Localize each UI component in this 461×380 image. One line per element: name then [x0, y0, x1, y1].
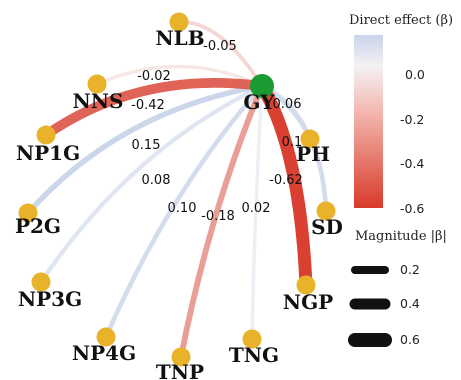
coef-label-np4g: 0.10 — [168, 201, 197, 216]
coef-label-tnp: -0.18 — [201, 209, 235, 224]
coef-label-ngp: -0.62 — [269, 173, 303, 188]
color-bar — [354, 35, 383, 208]
coef-label-p2g: 0.15 — [132, 138, 161, 153]
coef-label-ph: 0.06 — [273, 97, 302, 112]
edge-p2g-gy — [25, 83, 265, 216]
node-p2g — [18, 203, 38, 223]
coef-label-nlb: -0.05 — [203, 39, 237, 54]
node-tnp — [171, 347, 191, 367]
coef-label-np3g: 0.08 — [142, 173, 171, 188]
coef-label-tng: 0.02 — [242, 201, 271, 216]
node-labels: NLB NNS NP1G P2G NP3G NP4G TNP TNG NGP SD PH GY — [15, 26, 343, 380]
coef-label-np1g: -0.42 — [131, 98, 165, 113]
node-label-tng: TNG — [229, 343, 279, 367]
node-ngp — [296, 275, 316, 295]
edges-layer — [25, 20, 329, 360]
node-label-p2g: P2G — [15, 214, 61, 238]
node-label-sd: SD — [311, 215, 343, 239]
node-ph — [300, 129, 320, 149]
size-label-1: 0.4 — [400, 296, 420, 311]
edge-np1g-gy — [41, 77, 267, 140]
size-label-2: 0.6 — [400, 332, 420, 347]
node-np4g — [96, 327, 116, 347]
edge-tng-gy — [250, 84, 264, 341]
edge-np3g-gy — [38, 83, 265, 285]
nodes-layer — [18, 12, 336, 367]
size-label-0: 0.2 — [400, 262, 420, 277]
node-sd — [316, 201, 336, 221]
edge-np4g-gy — [103, 83, 265, 340]
color-tick-0: 0.0 — [405, 67, 425, 82]
node-tng — [242, 329, 262, 349]
node-label-ph: PH — [296, 142, 330, 166]
node-label-np1g: NP1G — [16, 141, 80, 165]
node-np3g — [31, 272, 51, 292]
coefficient-labels: -0.05 -0.02 -0.42 0.15 0.08 0.10 -0.18 0.02 -0.6… — [131, 39, 303, 224]
color-tick-1: -0.2 — [400, 112, 424, 127]
legend: Direct effect (β) 0.0 -0.2 -0.4 -0.6 Mag… — [348, 13, 453, 347]
node-label-np3g: NP3G — [18, 287, 82, 311]
node-label-ngp: NGP — [283, 290, 333, 314]
coef-label-nns: -0.02 — [137, 69, 171, 84]
color-tick-3: -0.6 — [400, 201, 424, 216]
node-nlb — [169, 12, 189, 32]
color-legend-title: Direct effect (β) — [349, 13, 453, 28]
size-legend-title: Magnitude |β| — [355, 229, 447, 244]
node-label-tnp: TNP — [156, 360, 204, 380]
node-label-nlb: NLB — [155, 26, 204, 50]
node-np1g — [36, 125, 56, 145]
node-label-nns: NNS — [72, 89, 123, 113]
node-label-gy: GY — [243, 90, 275, 114]
color-tick-2: -0.4 — [400, 156, 424, 171]
node-gy-hub — [250, 74, 274, 98]
node-nns — [87, 74, 107, 94]
coef-label-sd: 0.1 — [282, 135, 303, 150]
edge-ngp-gy — [255, 79, 313, 292]
node-label-np4g: NP4G — [72, 341, 136, 365]
edge-tnp-gy — [178, 83, 265, 360]
edge-nns-gy — [95, 64, 264, 88]
